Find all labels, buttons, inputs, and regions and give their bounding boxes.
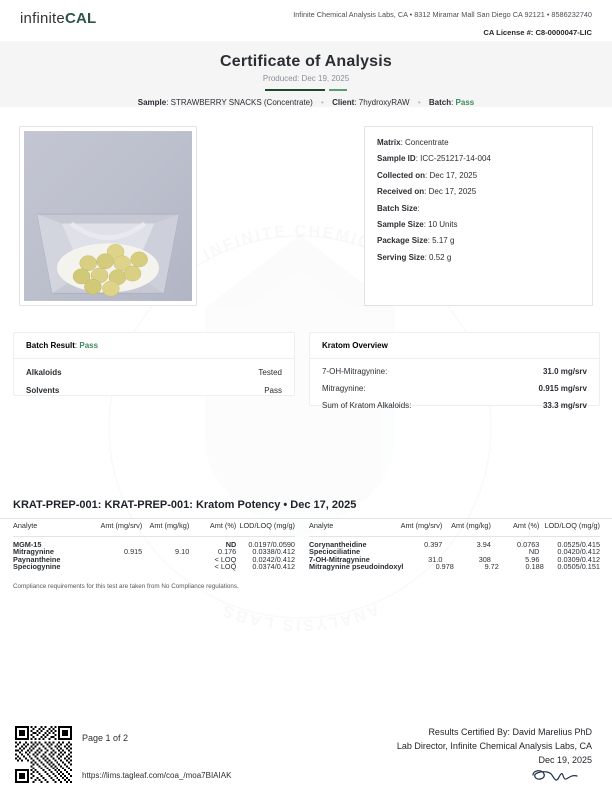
svg-text:ANALYSIS LABS: ANALYSIS LABS bbox=[219, 600, 382, 633]
